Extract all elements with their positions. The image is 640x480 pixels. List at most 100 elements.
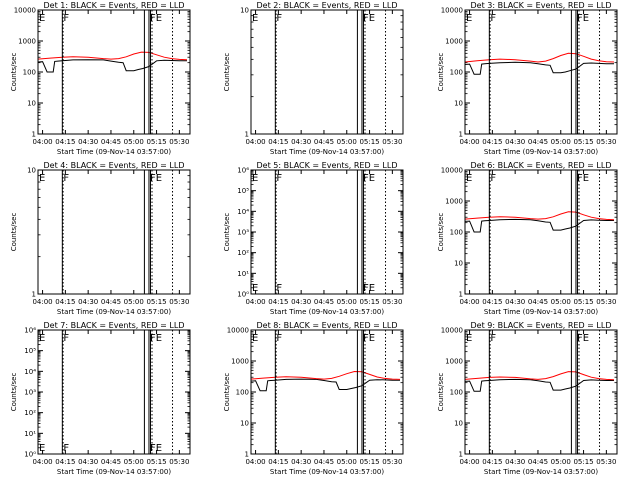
- y-tick-label: 100: [450, 69, 463, 77]
- x-tick-label: 04:00: [32, 138, 52, 146]
- marker-label-bottom: FE: [363, 283, 375, 294]
- series-lld-line: [37, 51, 188, 61]
- x-tick-label: 05:15: [573, 138, 593, 146]
- y-axis-label: Counts/sec: [10, 373, 18, 412]
- x-tick-label: 04:15: [482, 458, 502, 466]
- y-tick-label: 10⁵: [237, 187, 249, 195]
- marker-label: FE: [577, 13, 589, 24]
- panel-title: Det 3: BLACK = Events, RED = LLD: [471, 1, 612, 10]
- x-axis-label: Start Time (09-Nov-14 03:57:00): [270, 468, 384, 476]
- x-axis-label: Start Time (09-Nov-14 03:57:00): [57, 308, 171, 316]
- y-tick-label: 10²: [24, 409, 36, 417]
- x-axis-label: Start Time (09-Nov-14 03:57:00): [484, 308, 598, 316]
- y-tick-label: 10⁴: [237, 208, 249, 216]
- y-tick-label: 1: [459, 291, 463, 299]
- x-tick-label: 04:45: [314, 298, 334, 306]
- x-tick-label: 05:00: [124, 138, 144, 146]
- x-tick-label: 04:15: [268, 458, 288, 466]
- marker-label: FE: [363, 333, 375, 344]
- y-tick-label: 10: [454, 260, 463, 268]
- plot-frame: [37, 329, 191, 455]
- marker-label-bottom: E: [39, 443, 45, 454]
- marker-label: E: [252, 333, 258, 344]
- y-tick-label: 10000: [227, 327, 249, 335]
- x-tick-label: 05:30: [169, 458, 189, 466]
- y-tick-label: 10000: [441, 327, 463, 335]
- x-tick-label: 05:00: [337, 138, 357, 146]
- x-tick-label: 04:45: [101, 298, 121, 306]
- x-tick-label: 04:30: [505, 458, 525, 466]
- marker-label-bottom: F: [276, 283, 282, 294]
- marker-label: E: [39, 333, 45, 344]
- marker-label: FE: [150, 13, 162, 24]
- x-tick-label: 04:15: [482, 298, 502, 306]
- x-tick-label: 04:45: [528, 458, 548, 466]
- x-tick-label: 04:45: [101, 458, 121, 466]
- y-tick-label: 10¹: [237, 270, 249, 278]
- x-tick-label: 04:00: [245, 138, 265, 146]
- x-tick-label: 04:15: [55, 458, 75, 466]
- y-tick-label: 10000: [14, 7, 36, 15]
- plot-frame: [464, 9, 618, 135]
- x-tick-label: 05:00: [337, 298, 357, 306]
- y-tick-label: 1000: [445, 358, 463, 366]
- x-axis-label: Start Time (09-Nov-14 03:57:00): [270, 308, 384, 316]
- y-tick-label: 10⁶: [237, 167, 249, 175]
- series-lld-line: [250, 370, 401, 380]
- y-tick-label: 1: [459, 131, 463, 139]
- panel-6: Det 6: BLACK = Events, RED = LLD Counts/s…: [437, 161, 618, 316]
- y-tick-label: 1: [32, 131, 36, 139]
- x-tick-label: 05:00: [551, 298, 571, 306]
- marker-label: FE: [363, 13, 375, 24]
- y-tick-label: 1: [245, 131, 249, 139]
- y-tick-label: 10000: [441, 7, 463, 15]
- x-tick-label: 04:00: [459, 458, 479, 466]
- y-tick-label: 1: [459, 451, 463, 459]
- panel-title: Det 2: BLACK = Events, RED = LLD: [257, 1, 398, 10]
- x-tick-label: 04:30: [505, 138, 525, 146]
- panel-7: Det 7: BLACK = Events, RED = LLD Counts/s…: [10, 321, 191, 476]
- y-tick-label: 10⁴: [24, 368, 36, 376]
- y-tick-label: 100: [236, 389, 249, 397]
- marker-label: F: [276, 333, 282, 344]
- y-tick-label: 1000: [445, 198, 463, 206]
- y-tick-label: 100: [450, 389, 463, 397]
- x-tick-label: 04:45: [101, 138, 121, 146]
- x-axis-label: Start Time (09-Nov-14 03:57:00): [484, 148, 598, 156]
- y-tick-label: 1: [32, 291, 36, 299]
- x-tick-label: 04:30: [505, 298, 525, 306]
- y-tick-label: 10³: [237, 229, 249, 237]
- x-tick-label: 04:15: [55, 138, 75, 146]
- x-tick-label: 05:15: [359, 458, 379, 466]
- plot-frame: [250, 329, 404, 455]
- x-tick-label: 04:30: [291, 138, 311, 146]
- y-tick-label: 100: [23, 69, 36, 77]
- y-tick-label: 10: [27, 167, 36, 175]
- panel-4: Det 4: BLACK = Events, RED = LLD Counts/s…: [10, 161, 191, 316]
- panel-title: Det 7: BLACK = Events, RED = LLD: [44, 321, 185, 330]
- x-axis-label: Start Time (09-Nov-14 03:57:00): [57, 148, 171, 156]
- x-axis-label: Start Time (09-Nov-14 03:57:00): [270, 148, 384, 156]
- marker-label: FE: [577, 333, 589, 344]
- panel-title: Det 9: BLACK = Events, RED = LLD: [471, 321, 612, 330]
- panel-2: Det 2: BLACK = Events, RED = LLD Counts/s…: [223, 1, 404, 156]
- x-tick-label: 05:15: [359, 138, 379, 146]
- x-tick-label: 05:00: [551, 458, 571, 466]
- y-tick-label: 10: [27, 100, 36, 108]
- y-tick-label: 10: [240, 420, 249, 428]
- panel-1: Det 1: BLACK = Events, RED = LLD Counts/s…: [10, 1, 191, 156]
- x-tick-label: 04:15: [268, 138, 288, 146]
- marker-label: F: [490, 333, 496, 344]
- series-events-line: [37, 59, 187, 73]
- x-tick-label: 04:15: [55, 298, 75, 306]
- y-axis-label: Counts/sec: [437, 373, 445, 412]
- x-tick-label: 04:15: [482, 138, 502, 146]
- marker-label: F: [276, 13, 282, 24]
- y-tick-label: 10³: [24, 389, 36, 397]
- marker-label: E: [39, 13, 45, 24]
- panel-8: Det 8: BLACK = Events, RED = LLD Counts/s…: [223, 321, 404, 476]
- marker-label: E: [466, 13, 472, 24]
- marker-label: F: [63, 13, 69, 24]
- marker-label: FE: [150, 333, 162, 344]
